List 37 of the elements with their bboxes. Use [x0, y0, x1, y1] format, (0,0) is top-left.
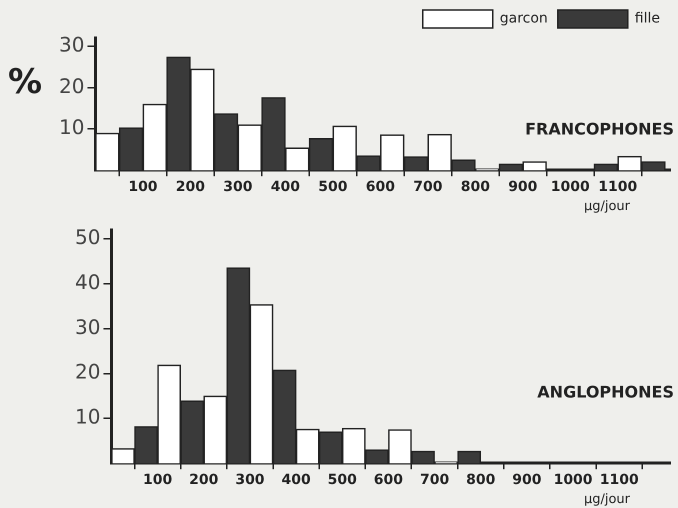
y-axis-title: % — [8, 62, 42, 102]
x-tick-label: 1000 — [554, 472, 593, 488]
annotation: FRANCOPHONES — [525, 120, 674, 139]
x-tick-label: 200 — [176, 179, 206, 196]
x-tick-label: 1000 — [550, 179, 590, 196]
x-tick-label: 1100 — [600, 472, 639, 488]
y-tick-label: 10 — [58, 115, 84, 140]
y-tick-label: 30 — [74, 314, 100, 339]
x-tick-label: 200 — [189, 472, 219, 488]
y-tick-label: 40 — [74, 270, 100, 294]
legend-label: fille — [634, 10, 660, 27]
x-tick-label: 800 — [466, 472, 496, 488]
x-tick-label: 100 — [128, 179, 158, 196]
annotation: ANGLOPHONES — [537, 382, 674, 402]
x-axis-title: µg/jour — [584, 198, 631, 214]
x-tick-label: 700 — [413, 179, 443, 196]
x-tick-label: 500 — [318, 179, 348, 196]
x-tick-label: 400 — [281, 472, 311, 488]
x-tick-label: 900 — [512, 472, 542, 488]
y-tick-label: 20 — [58, 74, 84, 98]
x-tick-label: 600 — [366, 179, 396, 196]
x-tick-label: 800 — [460, 179, 490, 196]
x-tick-label: 300 — [223, 179, 253, 196]
x-tick-label: 700 — [420, 472, 450, 488]
y-tick-label: 50 — [74, 225, 100, 250]
x-tick-label: 900 — [508, 179, 538, 196]
x-tick-label: 300 — [235, 472, 265, 488]
legend-label: garcon — [500, 10, 548, 27]
x-tick-label: 100 — [142, 472, 172, 488]
y-tick-label: 10 — [74, 404, 100, 429]
x-tick-label: 600 — [374, 472, 404, 488]
y-tick-label: 20 — [74, 360, 100, 384]
x-tick-label: 1100 — [598, 179, 638, 196]
x-tick-label: 400 — [270, 179, 300, 196]
y-tick-label: 30 — [58, 32, 84, 56]
x-axis-title: µg/jour — [584, 492, 631, 507]
x-tick-label: 500 — [328, 472, 358, 488]
